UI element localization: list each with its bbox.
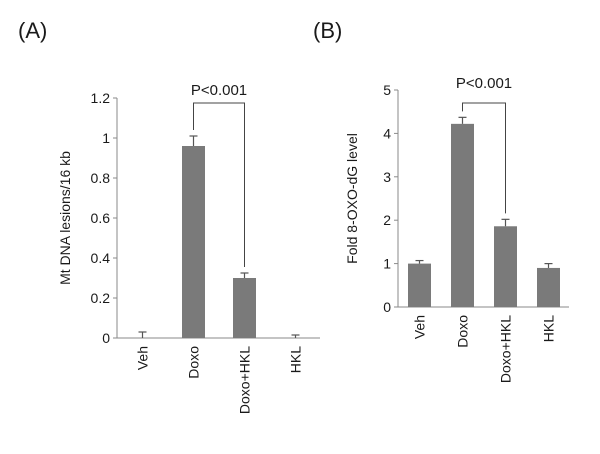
panel-b-chart: (B) 0 1 2 3 4 5 Fold 8-OXO-dG level Veh Doxo Doxo+… [313, 18, 569, 383]
panel-a-y-tick-label: 1 [102, 130, 110, 146]
panel-a-y-tick-label: 1.2 [91, 90, 111, 106]
panel-b-bar [408, 263, 431, 307]
panel-a-p-value: P<0.001 [191, 82, 247, 99]
panel-a-y-tick-label: 0 [102, 330, 110, 346]
panel-a-x-tick-label: Doxo+HKL [237, 346, 253, 414]
panel-a-significance-bracket [193, 102, 245, 267]
panel-a-label: (A) [18, 18, 47, 43]
panel-b-bar [537, 267, 560, 307]
panel-a-y-axis-label: Mt DNA lesions/16 kb [57, 151, 73, 285]
panel-b-significance-bracket [462, 102, 506, 214]
panel-a-y-tick-label: 0.2 [91, 290, 111, 306]
panel-b-y-tick-label: 4 [383, 125, 391, 141]
panel-b-y-tick-label: 1 [383, 256, 391, 272]
panel-b-x-tick-label: HKL [541, 315, 557, 342]
panel-b-x-tick-label: Doxo [455, 315, 471, 348]
panel-b-y-tick-label: 5 [383, 82, 391, 98]
panel-a-chart: (A) 0 0.2 0.4 0.6 0.8 1 1.2 Mt DNA lesions/16 kb… [18, 18, 320, 414]
panel-a-x-tick-label: Doxo [186, 346, 202, 379]
panel-a-bar [182, 146, 205, 338]
panel-b-y-tick-label: 0 [383, 299, 391, 315]
panel-b-p-value: P<0.001 [456, 75, 512, 92]
panel-b-x-tick-label: Veh [412, 315, 428, 339]
panel-b-y-tick-label: 2 [383, 212, 391, 228]
panel-a-x-tick-label: Veh [135, 346, 151, 370]
panel-b-bar [451, 123, 474, 308]
panel-b-y-axis-label: Fold 8-OXO-dG level [344, 133, 360, 264]
panel-a-x-tick-label: HKL [288, 346, 304, 373]
panel-a-y-tick-label: 0.8 [91, 170, 111, 186]
panel-a-y-tick-label: 0.4 [91, 250, 111, 266]
panel-b-x-tick-label: Doxo+HKL [498, 315, 514, 383]
panel-a-y-tick-label: 0.6 [91, 210, 111, 226]
panel-a-bar [233, 278, 256, 338]
panel-b-bar [494, 226, 517, 307]
panel-b-label: (B) [313, 18, 342, 43]
panel-b-y-tick-label: 3 [383, 169, 391, 185]
